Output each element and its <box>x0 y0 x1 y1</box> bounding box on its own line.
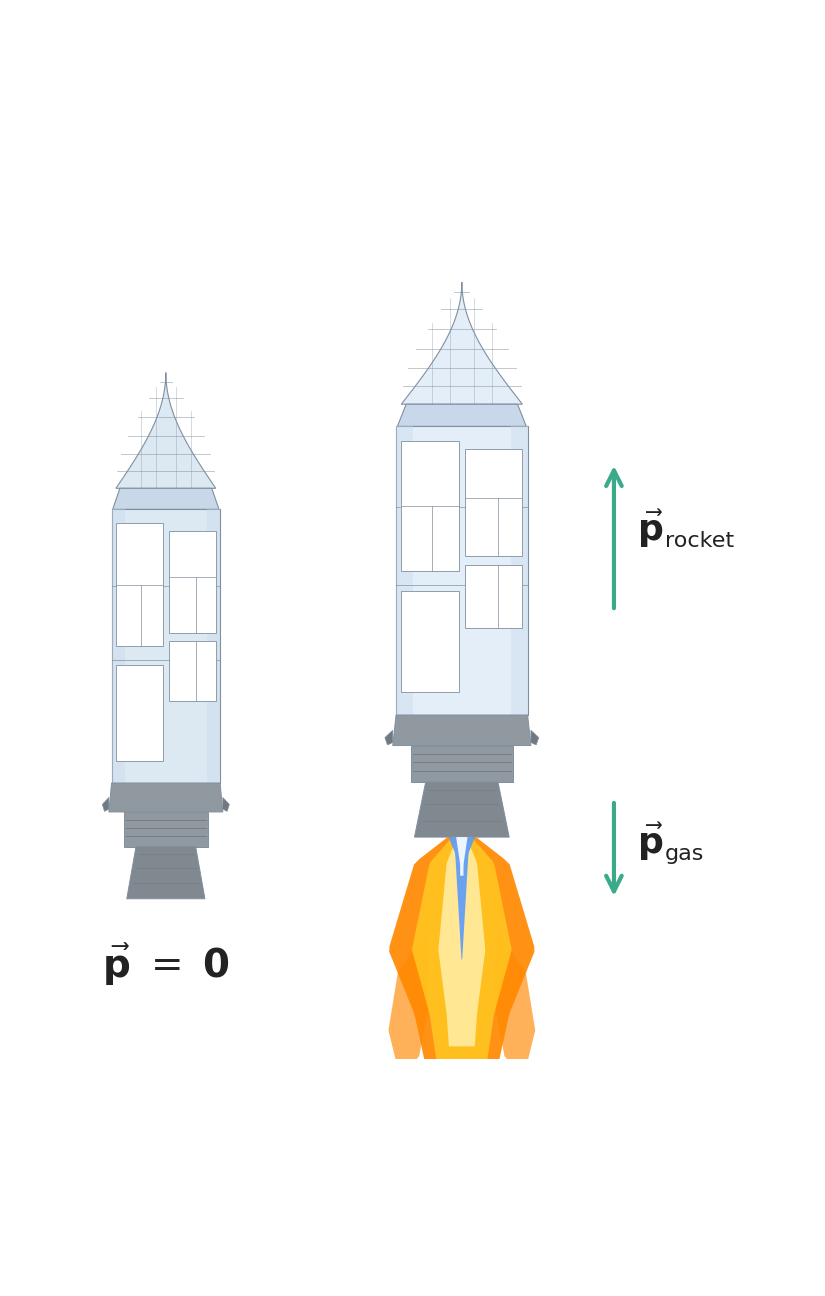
Polygon shape <box>111 509 220 783</box>
Polygon shape <box>414 783 509 837</box>
Polygon shape <box>389 837 535 1159</box>
Polygon shape <box>465 565 522 629</box>
Polygon shape <box>393 715 531 745</box>
Polygon shape <box>385 730 393 745</box>
Polygon shape <box>438 837 485 1046</box>
Polygon shape <box>116 524 163 647</box>
Polygon shape <box>168 640 216 701</box>
Polygon shape <box>124 813 208 846</box>
Polygon shape <box>116 372 216 489</box>
Polygon shape <box>111 509 125 783</box>
Polygon shape <box>401 441 459 570</box>
Polygon shape <box>206 509 220 783</box>
Polygon shape <box>531 730 539 745</box>
Polygon shape <box>102 797 109 811</box>
Polygon shape <box>449 837 475 959</box>
Polygon shape <box>127 846 205 899</box>
Text: $\vec{\mathbf{p}}$: $\vec{\mathbf{p}}$ <box>637 507 663 551</box>
Text: $\vec{\mathbf{p}}$: $\vec{\mathbf{p}}$ <box>637 820 663 863</box>
Polygon shape <box>401 591 459 692</box>
Polygon shape <box>396 426 412 715</box>
Polygon shape <box>109 783 223 813</box>
Text: gas: gas <box>665 844 705 863</box>
Text: $\vec{\mathbf{p}}\ =\ \mathbf{0}$: $\vec{\mathbf{p}}\ =\ \mathbf{0}$ <box>101 941 230 988</box>
Polygon shape <box>396 426 528 715</box>
Polygon shape <box>456 837 468 876</box>
Polygon shape <box>223 797 229 811</box>
Polygon shape <box>495 927 535 1078</box>
Polygon shape <box>116 665 163 761</box>
Polygon shape <box>411 745 513 783</box>
Polygon shape <box>465 450 522 556</box>
Polygon shape <box>401 283 522 404</box>
Polygon shape <box>398 404 526 426</box>
Polygon shape <box>512 426 528 715</box>
Polygon shape <box>168 531 216 632</box>
Text: rocket: rocket <box>665 531 734 551</box>
Polygon shape <box>389 927 429 1078</box>
Polygon shape <box>113 489 219 509</box>
Polygon shape <box>412 837 512 1126</box>
